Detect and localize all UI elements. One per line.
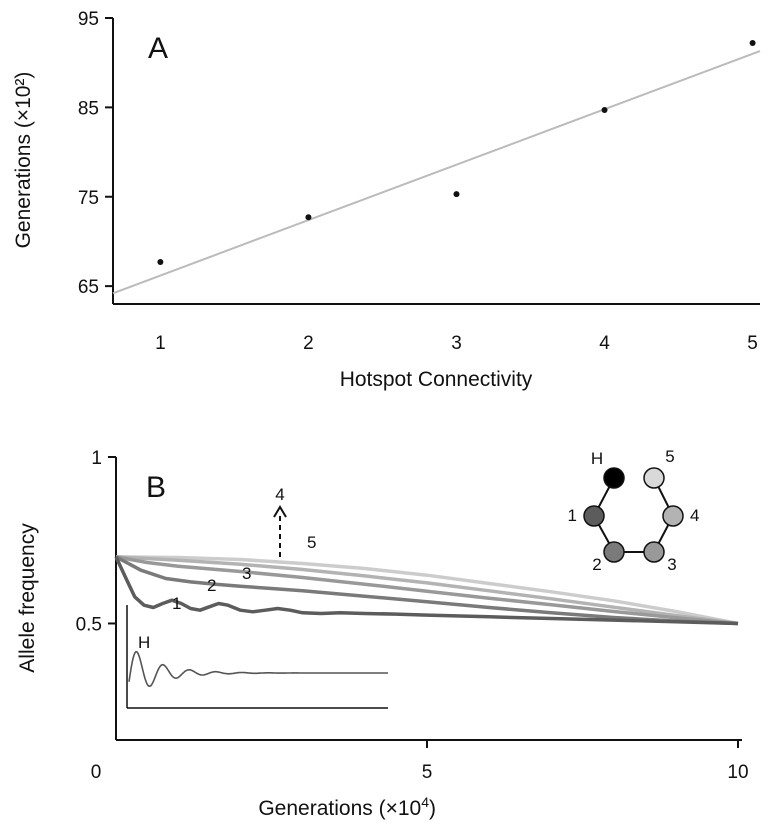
network-node-label: 1 <box>568 506 577 525</box>
panel-a-x-tick-label: 4 <box>599 333 610 354</box>
panel-b-x-tick-label: 10 <box>727 762 748 783</box>
data-point <box>749 40 756 47</box>
panel-a-x-ticks: 1 2 3 4 5 <box>155 333 758 354</box>
panel-b-letter: B <box>146 471 166 504</box>
panel-b-y-tick-label: 0.5 <box>76 614 102 635</box>
panel-a-y-tick-label: 65 <box>78 277 99 298</box>
series-line-3 <box>115 555 739 626</box>
panel-b-y-ticks: 10.5 <box>76 448 116 635</box>
network-diagram: H 1 2 3 4 5 <box>568 447 700 574</box>
data-point <box>305 214 312 221</box>
panel-b-y-axis-title: Allele frequency <box>16 523 39 673</box>
panel-a-x-tick-label: 3 <box>451 333 462 354</box>
panel-a-y-ticks: 65 75 85 95 <box>78 9 113 298</box>
panel-a-x-tick-label: 2 <box>303 333 314 354</box>
panel-b-x-tick-label: 5 <box>422 762 433 783</box>
inset-plot: H <box>126 605 388 709</box>
panel-a-letter: A <box>148 32 168 65</box>
series-line-2 <box>115 555 739 626</box>
panel-a-y-axis-title: Generations (×10²) <box>12 72 35 249</box>
panel-a-trendline <box>112 50 761 295</box>
panel-a-y-tick-label: 75 <box>78 188 99 209</box>
network-node-h <box>603 467 625 489</box>
panel-a: A 65 75 85 95 1 2 3 4 5 Hotspot Connectivity Ge… <box>12 9 761 391</box>
inset-label: H <box>138 633 150 652</box>
network-node-5 <box>643 467 665 489</box>
network-node-1 <box>583 505 605 527</box>
inset-curve <box>128 650 388 688</box>
panel-a-y-tick-label: 95 <box>78 9 99 30</box>
network-node-label: 3 <box>667 555 676 574</box>
panel-b-x-axis-title: Generations (×104) <box>258 794 436 820</box>
series-label-5: 5 <box>307 533 316 552</box>
panel-b-x-tick-label: 0 <box>91 762 102 783</box>
network-node-label: 4 <box>690 506 699 525</box>
panel-a-y-tick-label: 85 <box>78 98 99 119</box>
network-node-4 <box>662 505 684 527</box>
panel-a-points <box>157 40 756 265</box>
series-line-4 <box>115 555 739 626</box>
data-point <box>157 258 164 265</box>
data-point <box>601 107 608 114</box>
panel-a-x-tick-label: 5 <box>747 333 758 354</box>
network-node-label: 2 <box>592 555 601 574</box>
series-label-1: 1 <box>172 594 181 613</box>
series-label-3: 3 <box>242 564 251 583</box>
series-label-2: 2 <box>207 576 216 595</box>
network-node-label: H <box>591 449 603 468</box>
network-node-label: 5 <box>665 447 674 466</box>
panel-b-x-ticks: 0 5 10 <box>91 740 749 783</box>
panel-b-series <box>114 555 739 626</box>
network-node-3 <box>643 541 665 563</box>
network-node-2 <box>603 541 625 563</box>
dashed-arrow <box>273 505 287 557</box>
series-line-5 <box>115 555 739 626</box>
panel-a-x-axis-title: Hotspot Connectivity <box>340 368 533 391</box>
arrow-label: 4 <box>275 485 284 504</box>
data-point <box>453 191 460 198</box>
panel-b: B 10.5 0 5 10 1 2 3 5 4 H H1 <box>16 447 749 820</box>
series-line-1 <box>114 556 739 626</box>
panel-a-x-tick-label: 1 <box>155 333 166 354</box>
panel-b-y-tick-label: 1 <box>91 448 102 469</box>
